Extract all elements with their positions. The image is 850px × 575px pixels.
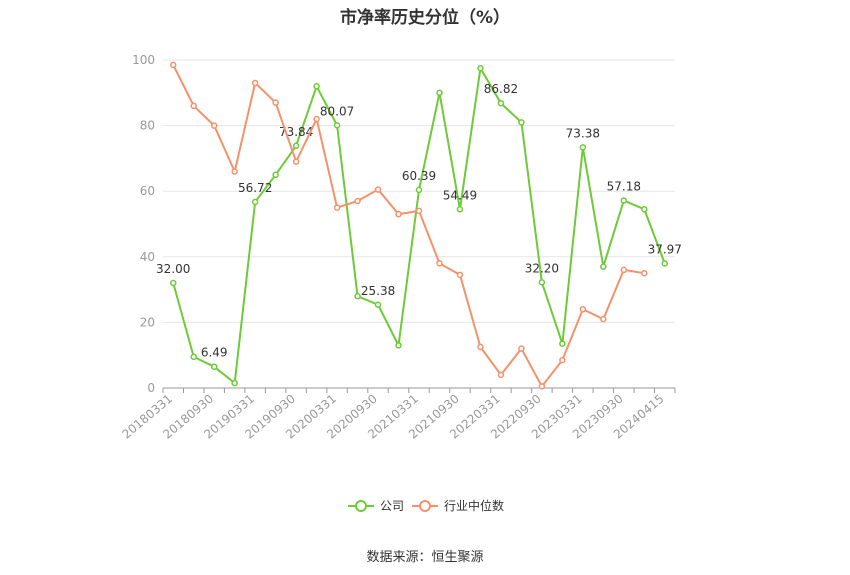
data-label: 57.18	[607, 179, 641, 193]
data-label: 56.72	[238, 181, 272, 195]
data-point	[415, 186, 423, 194]
data-point	[518, 345, 525, 352]
data-point	[251, 198, 259, 206]
legend-item-company[interactable]: 公司	[348, 497, 404, 514]
y-tick-label: 40	[140, 250, 155, 264]
data-point	[210, 363, 218, 370]
data-label: 37.97	[648, 242, 682, 256]
data-point	[374, 301, 382, 309]
data-point	[251, 79, 259, 87]
data-point	[190, 102, 197, 110]
y-tick-label: 20	[140, 315, 155, 329]
data-point	[620, 197, 628, 204]
data-point	[436, 89, 443, 97]
data-point	[354, 292, 361, 300]
legend-item-industry-median[interactable]: 行业中位数	[412, 497, 504, 514]
legend-company-label: 公司	[380, 499, 405, 513]
data-point	[292, 158, 300, 165]
data-point	[210, 122, 218, 129]
data-point	[600, 263, 607, 270]
y-tick-label: 0	[147, 381, 155, 395]
legend-company-swatch-icon	[348, 499, 374, 512]
data-point	[169, 279, 177, 287]
data-label: 80.07	[320, 104, 354, 118]
y-tick-label: 60	[140, 184, 155, 198]
chart-legend: 公司 行业中位数	[0, 497, 850, 517]
data-point	[579, 306, 587, 313]
data-point	[333, 122, 341, 129]
data-point	[272, 171, 279, 179]
data-label: 60.39	[402, 169, 436, 183]
source-note: 数据来源：恒生聚源	[366, 550, 484, 565]
data-point	[313, 82, 320, 90]
data-point	[415, 207, 423, 215]
data-label: 25.38	[361, 284, 395, 298]
data-point	[538, 279, 546, 286]
data-point	[313, 115, 320, 123]
data-point	[518, 119, 525, 126]
data-point	[600, 315, 607, 323]
y-tick-label: 80	[140, 119, 155, 133]
data-point	[374, 186, 382, 193]
data-label: 32.00	[156, 262, 190, 276]
data-label: 32.20	[525, 261, 559, 275]
series-line-1	[172, 64, 645, 389]
legend-industry-swatch-icon	[412, 499, 438, 512]
data-point	[395, 342, 402, 349]
data-point	[292, 142, 300, 150]
data-point	[641, 205, 648, 213]
data-point	[497, 99, 505, 107]
data-point	[477, 64, 484, 72]
data-point	[497, 371, 505, 379]
data-point	[190, 353, 197, 361]
data-point	[456, 206, 464, 213]
data-label: 6.49	[201, 346, 228, 360]
legend-industry-label: 行业中位数	[444, 499, 505, 513]
data-point	[559, 340, 566, 347]
data-point	[641, 269, 648, 277]
data-point	[231, 168, 238, 175]
data-point	[559, 356, 566, 364]
data-label: 73.38	[566, 126, 600, 140]
data-point	[538, 383, 546, 390]
data-point	[354, 197, 361, 205]
y-tick-label: 100	[132, 53, 155, 67]
data-point	[456, 271, 464, 279]
data-point	[579, 144, 587, 151]
data-point	[395, 210, 402, 218]
data-point	[620, 266, 628, 274]
data-point	[477, 343, 484, 351]
data-label: 86.82	[484, 82, 518, 96]
data-point	[661, 260, 669, 267]
data-point	[272, 99, 279, 106]
data-point	[231, 379, 238, 387]
data-point	[169, 61, 177, 69]
chart-title: 市净率历史分位（%）	[339, 8, 511, 28]
data-point	[436, 260, 443, 267]
data-label: 54.49	[443, 188, 477, 202]
data-point	[333, 204, 341, 211]
